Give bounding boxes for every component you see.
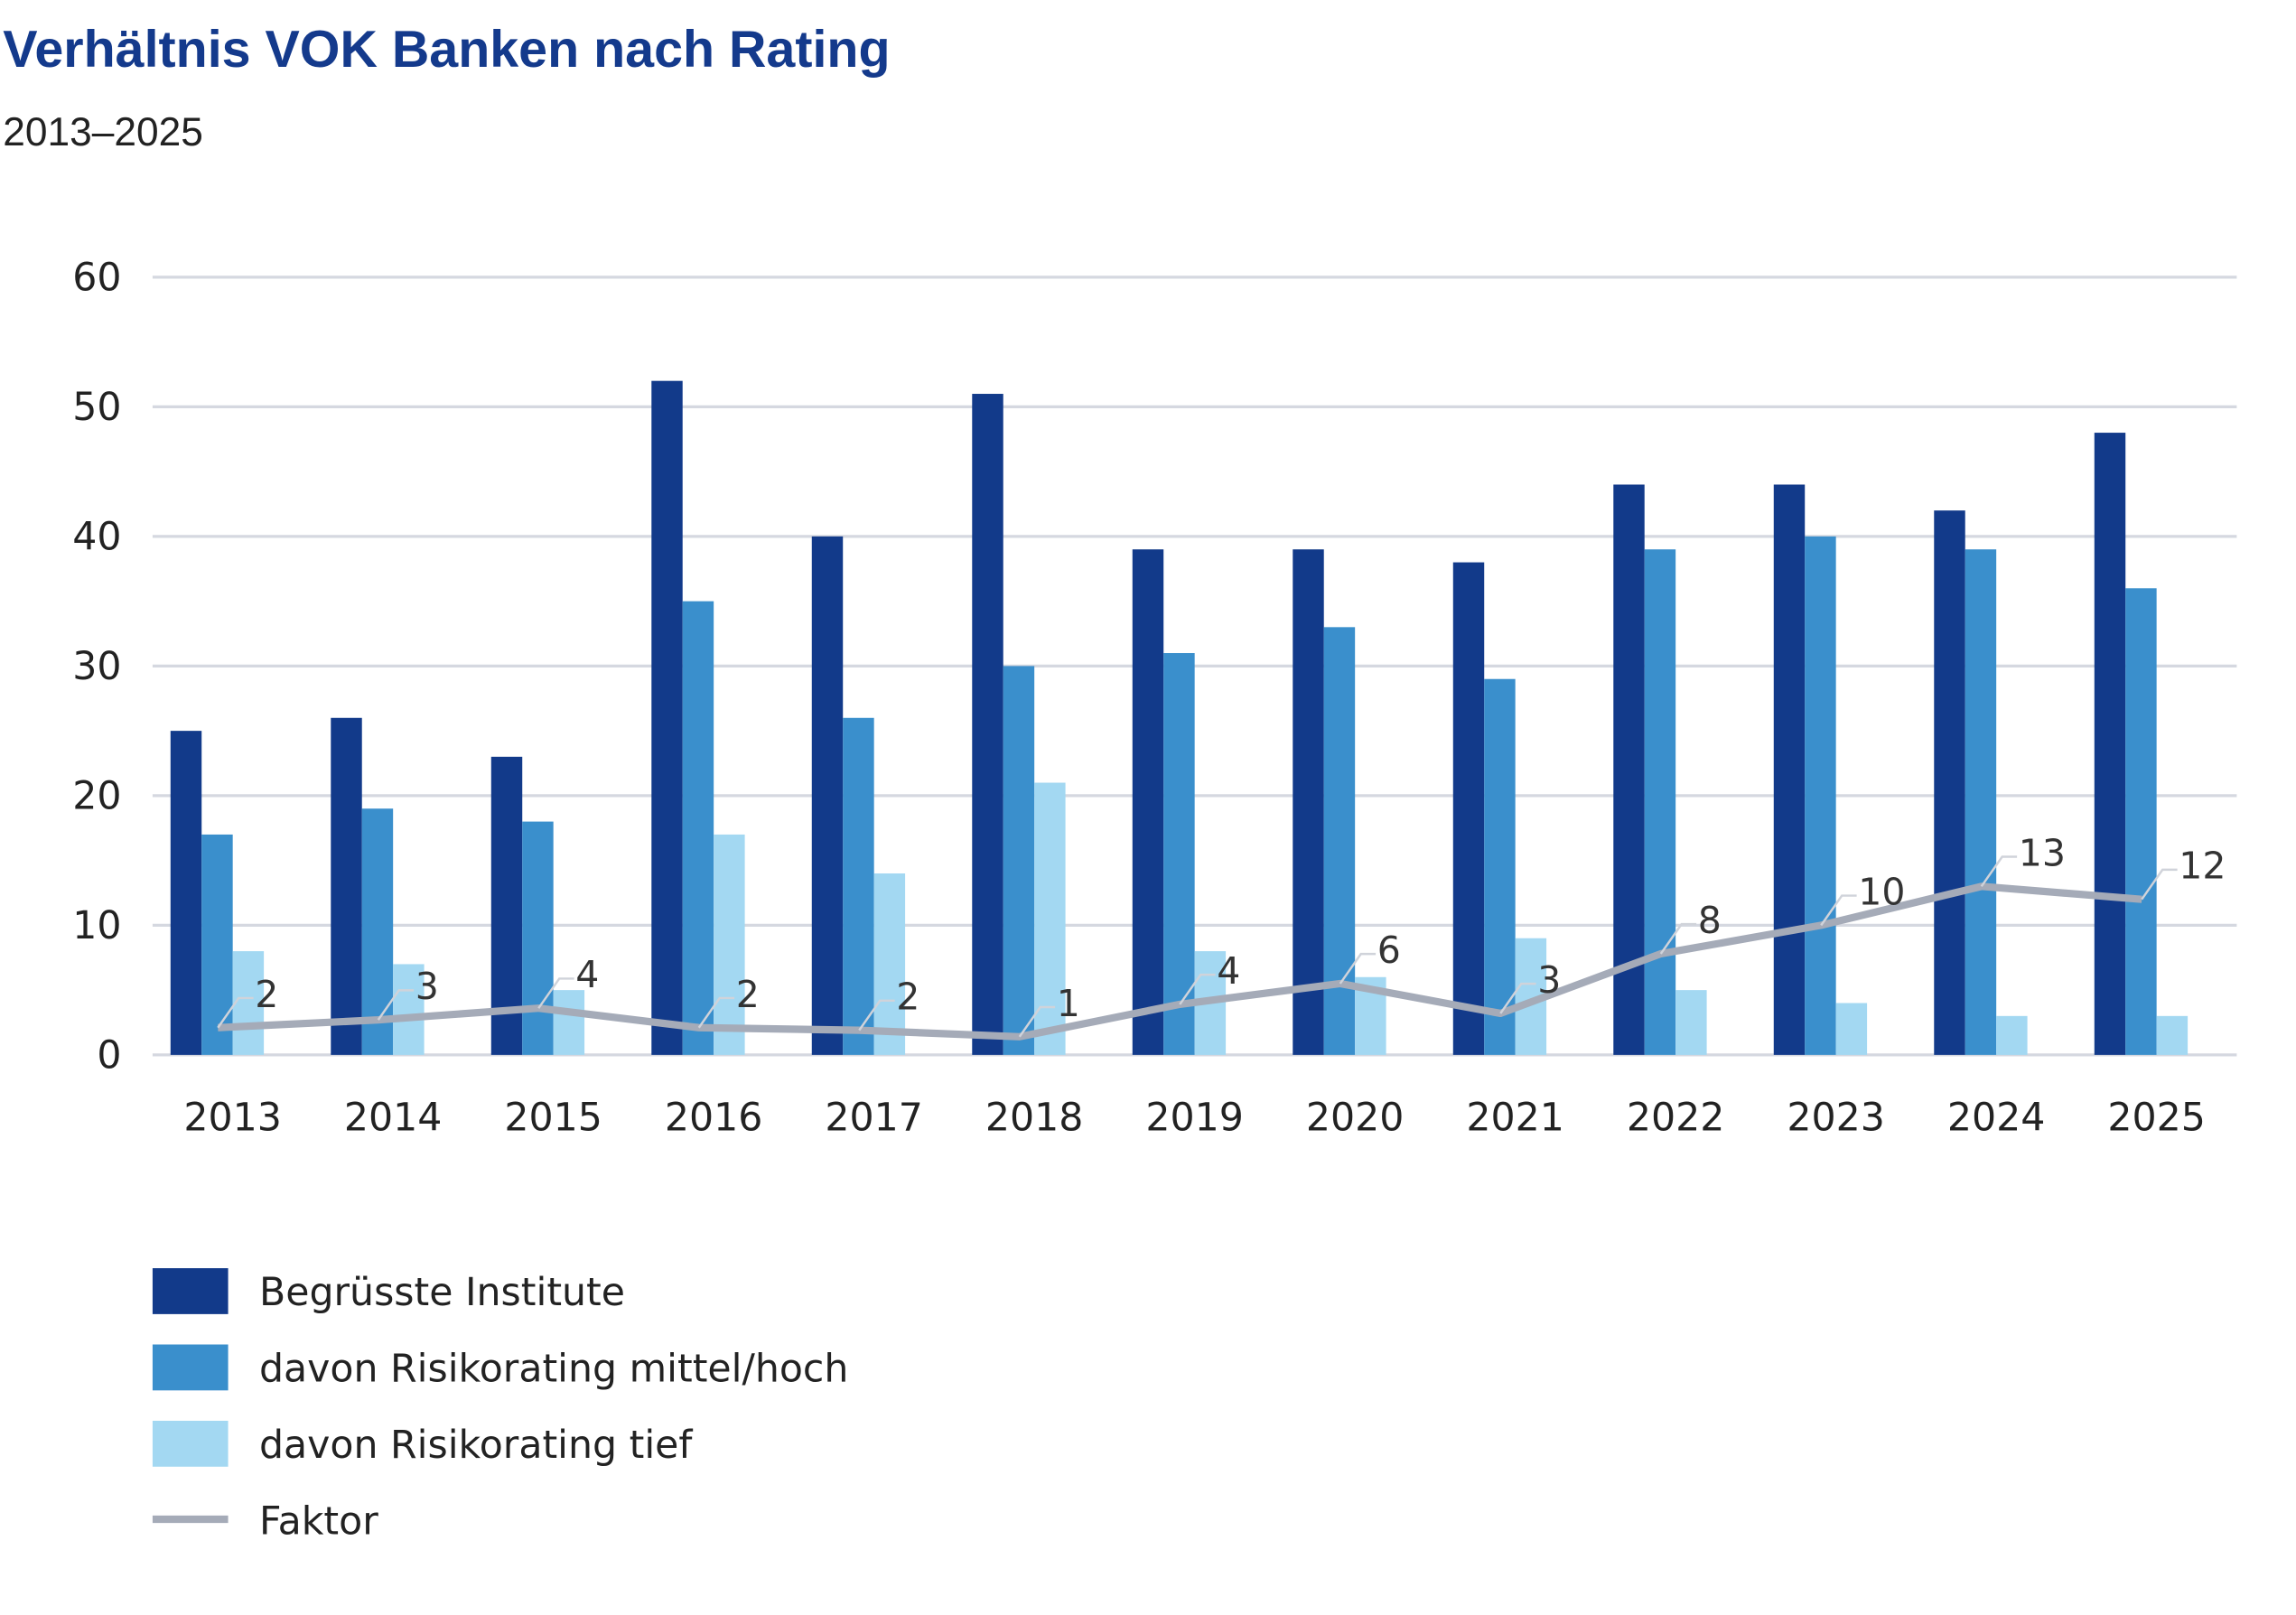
x-tick-label: 2019 xyxy=(1145,1096,1243,1141)
bar-davon-risikorating-mittel-hoch-2023 xyxy=(1805,536,1836,1055)
faktor-data-label: 2 xyxy=(896,976,919,1019)
x-axis-ticks: 2013 2014 2015 2016 2017 2018 2019 2020 2021 2022… xyxy=(183,1096,2205,1141)
faktor-data-label: 8 xyxy=(1698,899,1722,942)
bar-davon-risikorating-tief-2025 xyxy=(2156,1015,2189,1055)
bar-davon-risikorating-mittel-hoch-2013 xyxy=(201,834,233,1055)
bar-davon-risikorating-mittel-hoch-2015 xyxy=(522,821,554,1055)
x-tick-label: 2021 xyxy=(1466,1096,1563,1141)
bar-davon-risikorating-mittel-hoch-2021 xyxy=(1484,678,1516,1055)
bar-begr-sste-institute-2021 xyxy=(1452,562,1485,1055)
bar-begr-sste-institute-2023 xyxy=(1773,484,1806,1055)
data-label-leader xyxy=(1980,855,2018,888)
faktor-data-label: 2 xyxy=(736,973,760,1016)
bar-begr-sste-institute-2024 xyxy=(1934,510,1965,1055)
faktor-data-label: 12 xyxy=(2179,845,2226,888)
y-tick-label: 60 xyxy=(72,256,121,301)
y-tick-label: 50 xyxy=(72,385,121,430)
x-tick-label: 2020 xyxy=(1306,1096,1404,1141)
bar-davon-risikorating-mittel-hoch-2018 xyxy=(1003,666,1035,1055)
bar-begr-sste-institute-2019 xyxy=(1132,549,1164,1055)
bar-begr-sste-institute-2013 xyxy=(170,731,202,1055)
x-tick-label: 2014 xyxy=(344,1096,442,1141)
legend: Begrüsste Institute davon Risikorating mi… xyxy=(152,1268,848,1544)
faktor-data-label: 1 xyxy=(1057,982,1080,1025)
legend-swatch xyxy=(152,1344,229,1391)
data-label-leader xyxy=(1339,952,1377,985)
faktor-data-label: 2 xyxy=(255,973,278,1016)
chart-title: Verhältnis VOK Banken nach Rating xyxy=(3,21,890,79)
bar-davon-risikorating-mittel-hoch-2019 xyxy=(1163,653,1195,1055)
faktor-data-label: 13 xyxy=(2019,831,2066,874)
data-label-leader xyxy=(1018,1005,1056,1038)
legend-swatch xyxy=(152,1420,229,1467)
legend-label: Begrüsste Institute xyxy=(259,1270,625,1315)
data-label-leader xyxy=(1499,982,1536,1014)
chart-subtitle: 2013–2025 xyxy=(3,110,203,154)
bar-davon-risikorating-tief-2013 xyxy=(232,951,265,1055)
faktor-data-label: 6 xyxy=(1377,929,1401,972)
bars xyxy=(170,380,2189,1055)
bar-begr-sste-institute-2016 xyxy=(651,380,683,1055)
bar-begr-sste-institute-2017 xyxy=(811,536,844,1055)
bar-davon-risikorating-mittel-hoch-2014 xyxy=(361,808,394,1055)
bar-davon-risikorating-tief-2017 xyxy=(873,873,906,1055)
faktor-data-label: 4 xyxy=(575,953,599,996)
data-label-leader xyxy=(1659,922,1697,955)
y-tick-label: 40 xyxy=(72,515,121,560)
bar-begr-sste-institute-2018 xyxy=(972,394,1003,1055)
y-tick-label: 0 xyxy=(97,1033,121,1078)
bar-davon-risikorating-tief-2022 xyxy=(1675,990,1707,1055)
faktor-line: 2 3 4 2 2 1 4 6 3 8 10 13 12 xyxy=(217,831,2226,1041)
x-tick-label: 2015 xyxy=(504,1096,602,1141)
faktor-data-label: 3 xyxy=(1537,958,1561,1002)
bar-davon-risikorating-tief-2014 xyxy=(393,964,425,1055)
faktor-data-label: 10 xyxy=(1858,870,1905,913)
data-label-leader xyxy=(858,999,895,1032)
legend-label: Faktor xyxy=(259,1498,378,1544)
bar-davon-risikorating-tief-2024 xyxy=(1996,1015,2028,1055)
x-tick-label: 2025 xyxy=(2107,1096,2205,1141)
bar-davon-risikorating-mittel-hoch-2017 xyxy=(843,717,874,1055)
x-tick-label: 2018 xyxy=(985,1096,1083,1141)
legend-label: davon Risikorating tief xyxy=(259,1423,693,1468)
faktor-data-label: 4 xyxy=(1217,949,1240,993)
y-tick-label: 20 xyxy=(72,774,121,819)
bar-davon-risikorating-mittel-hoch-2025 xyxy=(2125,588,2157,1055)
bar-begr-sste-institute-2015 xyxy=(490,756,523,1055)
bar-begr-sste-institute-2014 xyxy=(331,717,362,1055)
x-tick-label: 2022 xyxy=(1627,1096,1724,1141)
x-tick-label: 2013 xyxy=(183,1096,281,1141)
y-axis-ticks: 0 10 20 30 40 50 60 xyxy=(72,256,121,1078)
y-tick-label: 10 xyxy=(72,903,121,948)
bar-davon-risikorating-mittel-hoch-2024 xyxy=(1965,549,1997,1055)
bar-davon-risikorating-tief-2016 xyxy=(714,834,745,1055)
data-label-leader xyxy=(2141,868,2178,901)
data-label-leader xyxy=(537,977,574,1009)
bar-davon-risikorating-mittel-hoch-2020 xyxy=(1323,627,1356,1055)
x-tick-label: 2016 xyxy=(665,1096,762,1141)
bar-begr-sste-institute-2020 xyxy=(1293,549,1324,1055)
bar-davon-risikorating-mittel-hoch-2016 xyxy=(682,601,714,1055)
data-label-leader xyxy=(1820,894,1857,927)
bar-begr-sste-institute-2025 xyxy=(2094,433,2126,1055)
bar-davon-risikorating-tief-2023 xyxy=(1835,1003,1868,1055)
y-tick-label: 30 xyxy=(72,644,121,689)
legend-label: davon Risikorating mittel/hoch xyxy=(259,1347,848,1392)
bar-davon-risikorating-mittel-hoch-2022 xyxy=(1644,549,1676,1055)
x-tick-label: 2023 xyxy=(1787,1096,1884,1141)
faktor-data-label: 3 xyxy=(415,965,439,1008)
bar-davon-risikorating-tief-2015 xyxy=(553,990,585,1055)
x-tick-label: 2017 xyxy=(825,1096,922,1141)
legend-swatch xyxy=(152,1268,229,1314)
data-label-leader xyxy=(1179,973,1216,1005)
data-label-leader xyxy=(377,989,415,1021)
data-label-leader xyxy=(217,996,254,1029)
data-label-leader xyxy=(697,996,735,1029)
x-tick-label: 2024 xyxy=(1947,1096,2045,1141)
